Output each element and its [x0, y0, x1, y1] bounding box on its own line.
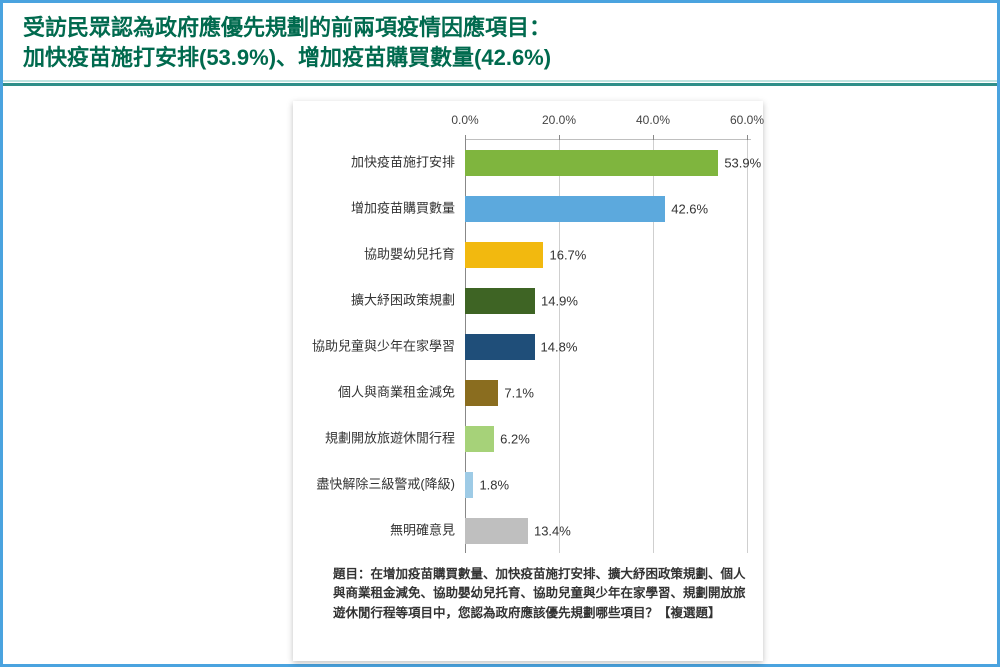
- chart-card: 0.0%20.0%40.0%60.0% 加快疫苗施打安排53.9%增加疫苗購買數…: [293, 101, 763, 661]
- bar-label: 協助兒童與少年在家學習: [305, 340, 465, 355]
- bar: [465, 380, 498, 406]
- bar-row: 規劃開放旅遊休閒行程6.2%: [465, 416, 751, 462]
- x-axis: 0.0%20.0%40.0%60.0%: [465, 111, 751, 139]
- plot-area: 加快疫苗施打安排53.9%增加疫苗購買數量42.6%協助嬰幼兒托育16.7%擴大…: [465, 139, 751, 553]
- footnote-text: 在增加疫苗購買數量、加快疫苗施打安排、擴大紓困政策規劃、個人與商業租金減免、協助…: [333, 567, 746, 620]
- footnote: 題目：在增加疫苗購買數量、加快疫苗施打安排、擴大紓困政策規劃、個人與商業租金減免…: [305, 565, 751, 623]
- bar-value: 6.2%: [494, 432, 530, 447]
- slide-frame: 受訪民眾認為政府應優先規劃的前兩項疫情因應項目： 加快疫苗施打安排(53.9%)…: [0, 0, 1000, 667]
- x-tick-label: 20.0%: [542, 113, 576, 127]
- bar-label: 無明確意見: [305, 524, 465, 539]
- bar: [465, 334, 535, 360]
- bar-label: 規劃開放旅遊休閒行程: [305, 432, 465, 447]
- bar-row: 增加疫苗購買數量42.6%: [465, 186, 751, 232]
- bar-label: 增加疫苗購買數量: [305, 202, 465, 217]
- bar-row: 個人與商業租金減免7.1%: [465, 370, 751, 416]
- bar-row: 無明確意見13.4%: [465, 508, 751, 554]
- bar: [465, 150, 718, 176]
- bar-value: 16.7%: [543, 248, 586, 263]
- bar-row: 協助兒童與少年在家學習14.8%: [465, 324, 751, 370]
- bar-row: 加快疫苗施打安排53.9%: [465, 140, 751, 186]
- x-tick-label: 60.0%: [730, 113, 764, 127]
- bar: [465, 288, 535, 314]
- x-tick-label: 40.0%: [636, 113, 670, 127]
- bar-value: 14.9%: [535, 294, 578, 309]
- x-tick-label: 0.0%: [451, 113, 478, 127]
- bar: [465, 518, 528, 544]
- bar-row: 盡快解除三級警戒(降級)1.8%: [465, 462, 751, 508]
- title-divider: [3, 80, 997, 86]
- bar: [465, 472, 473, 498]
- bar: [465, 242, 543, 268]
- bar-value: 7.1%: [498, 386, 534, 401]
- bar-value: 53.9%: [718, 156, 761, 171]
- bar-label: 個人與商業租金減免: [305, 386, 465, 401]
- bar-row: 協助嬰幼兒托育16.7%: [465, 232, 751, 278]
- bar-label: 擴大紓困政策規劃: [305, 294, 465, 309]
- bar-value: 42.6%: [665, 202, 708, 217]
- bar-label: 加快疫苗施打安排: [305, 156, 465, 171]
- bar: [465, 196, 665, 222]
- footnote-prefix: 題目：: [333, 567, 371, 581]
- bar-value: 14.8%: [535, 340, 578, 355]
- bar-row: 擴大紓困政策規劃14.9%: [465, 278, 751, 324]
- title-line-2: 加快疫苗施打安排(53.9%)、增加疫苗購買數量(42.6%): [23, 43, 977, 73]
- title-line-1: 受訪民眾認為政府應優先規劃的前兩項疫情因應項目：: [23, 13, 977, 43]
- title-block: 受訪民眾認為政府應優先規劃的前兩項疫情因應項目： 加快疫苗施打安排(53.9%)…: [3, 3, 997, 80]
- bar-label: 盡快解除三級警戒(降級): [305, 478, 465, 493]
- bar: [465, 426, 494, 452]
- bar-label: 協助嬰幼兒托育: [305, 248, 465, 263]
- bar-value: 13.4%: [528, 524, 571, 539]
- bar-value: 1.8%: [473, 478, 509, 493]
